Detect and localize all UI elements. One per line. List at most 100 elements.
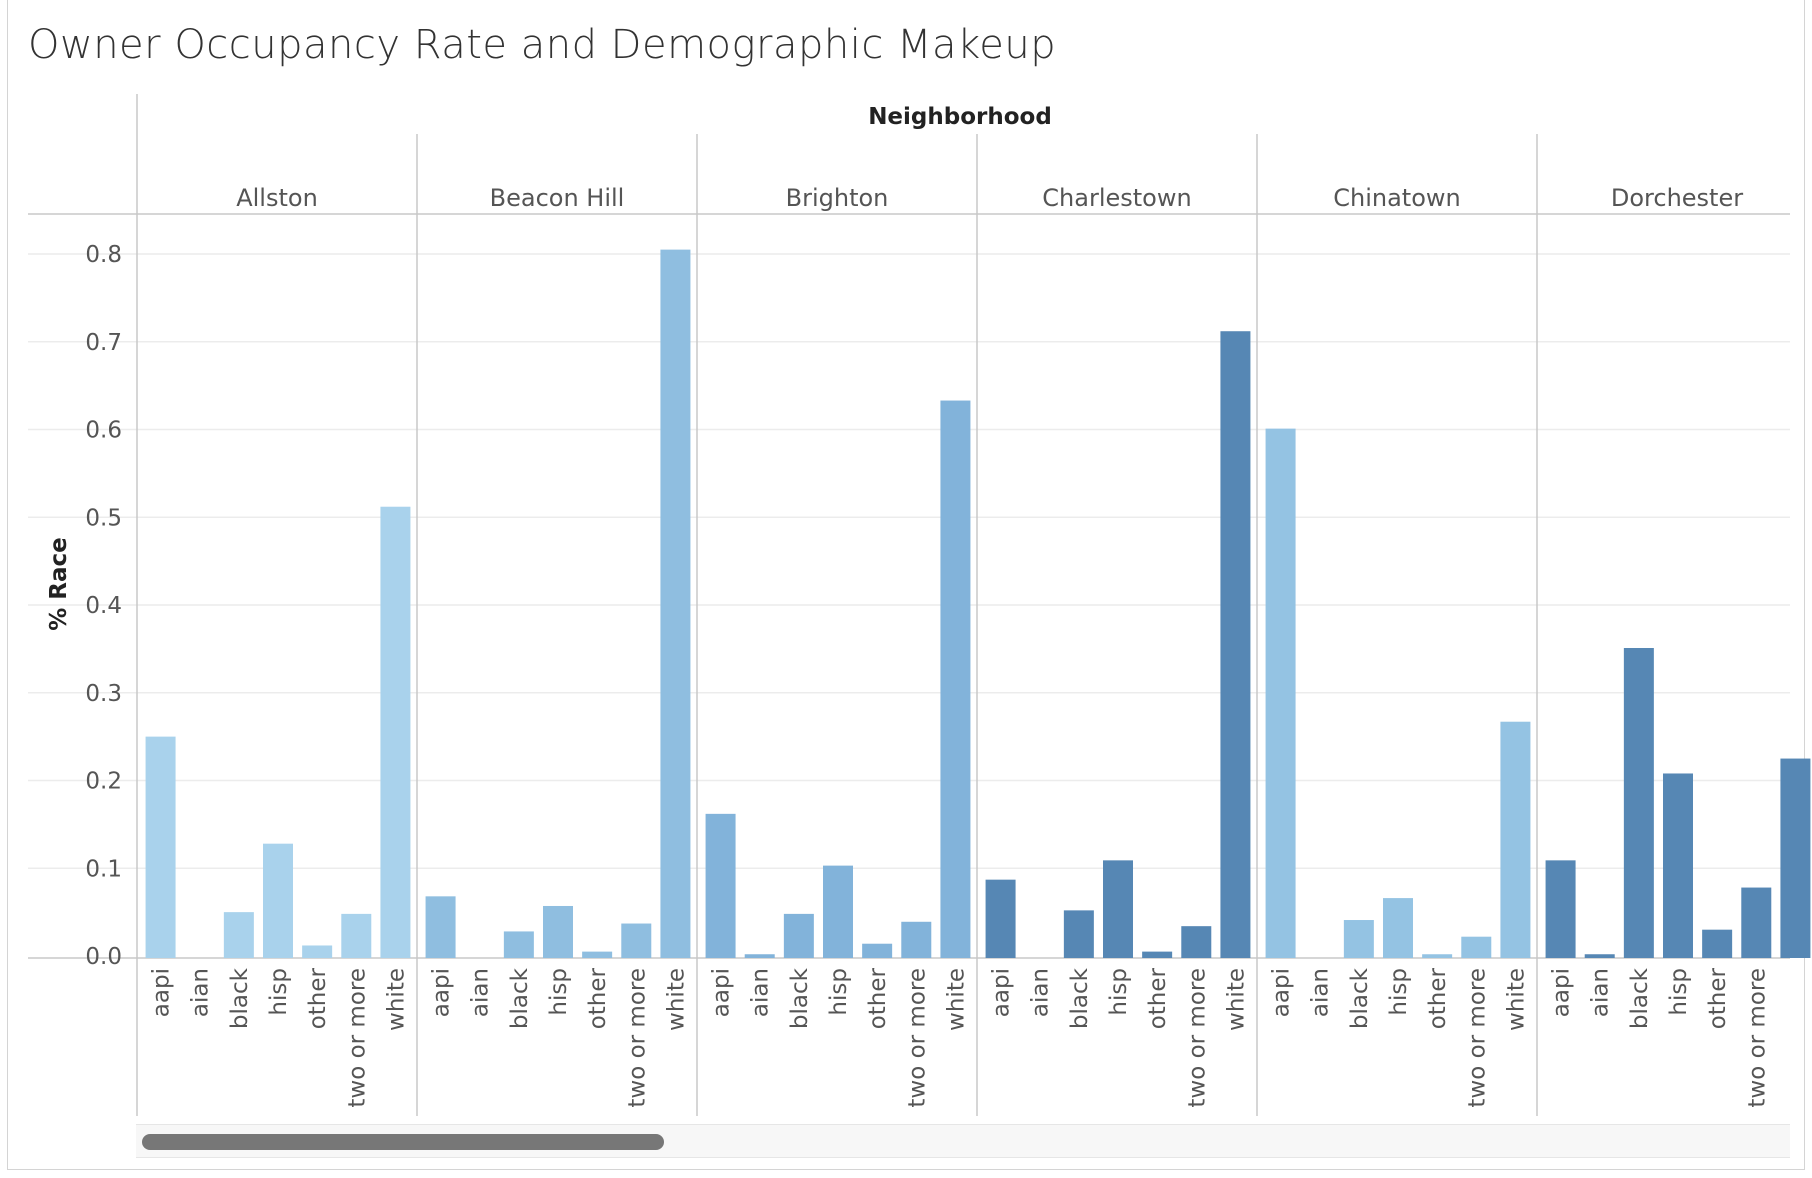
bar (823, 865, 853, 958)
category-label: black (1627, 967, 1653, 1029)
bar (783, 913, 814, 958)
neighborhood-label: Allston (236, 184, 318, 212)
y-tick-label: 0.0 (85, 944, 122, 970)
bar (901, 921, 932, 958)
category-label: hisp (826, 968, 852, 1016)
neighborhood-label: Brighton (786, 184, 889, 212)
bars (145, 249, 1811, 959)
grid-lines (28, 253, 1790, 869)
y-tick-label: 0.2 (85, 769, 122, 795)
bar (985, 879, 1016, 958)
chart-frame (7, 0, 1805, 1170)
neighborhood-label: Charlestown (1042, 184, 1191, 212)
category-label: hisp (546, 968, 572, 1016)
y-tick-label: 0.5 (85, 505, 122, 531)
bar (660, 249, 691, 959)
category-label: aapi (149, 968, 175, 1017)
bar (1181, 926, 1212, 958)
category-label: hisp (1666, 968, 1692, 1016)
category-label: aian (1028, 968, 1054, 1017)
y-tick-label: 0.3 (85, 681, 122, 707)
bar (380, 506, 411, 958)
bar (1741, 887, 1772, 958)
category-label: aian (1588, 968, 1614, 1017)
category-label: hisp (1386, 968, 1412, 1016)
category-label: hisp (1106, 968, 1132, 1016)
category-label: two or more (1464, 968, 1490, 1108)
category-label: white (383, 968, 409, 1031)
category-label: other (1705, 967, 1731, 1029)
bar (1500, 721, 1531, 958)
category-label: black (787, 967, 813, 1029)
bar (263, 843, 293, 958)
category-label: aapi (429, 968, 455, 1017)
category-label: white (1223, 968, 1249, 1031)
bar (1220, 331, 1251, 959)
bar (1142, 951, 1173, 958)
bar (1663, 773, 1693, 958)
y-tick-label: 0.8 (85, 242, 122, 268)
category-label: two or more (1744, 968, 1770, 1108)
category-label: aapi (989, 968, 1015, 1017)
y-tick-label: 0.1 (85, 856, 122, 882)
bar (582, 951, 613, 958)
bar (1422, 954, 1453, 958)
bar (744, 954, 775, 958)
category-label: other (305, 967, 331, 1029)
bar (1265, 428, 1296, 958)
category-label: white (943, 968, 969, 1031)
bar (425, 896, 456, 958)
bar (1383, 898, 1413, 958)
category-label: two or more (624, 968, 650, 1108)
bar (341, 913, 372, 958)
category-label: aapi (1549, 968, 1575, 1017)
category-label: two or more (344, 968, 370, 1108)
category-label: white (663, 968, 689, 1031)
category-label: black (227, 967, 253, 1029)
bar (940, 400, 971, 959)
category-label: black (1347, 967, 1373, 1029)
bar (1780, 758, 1811, 958)
bar (503, 931, 534, 958)
category-label: other (585, 967, 611, 1029)
horizontal-scrollbar[interactable] (136, 1124, 1790, 1158)
neighborhood-label: Beacon Hill (490, 184, 625, 212)
bar (1343, 920, 1374, 958)
category-label: aian (188, 968, 214, 1017)
category-label: white (1503, 968, 1529, 1031)
bar (543, 905, 573, 958)
bar (1623, 647, 1654, 958)
bar (705, 813, 736, 958)
category-label: black (507, 967, 533, 1029)
bar (145, 736, 176, 958)
bar (223, 912, 254, 958)
bar (1584, 954, 1615, 958)
y-axis-title: % Race (46, 537, 72, 631)
y-tick-label: 0.6 (85, 418, 122, 444)
category-label: black (1067, 967, 1093, 1029)
bar (1063, 910, 1094, 958)
neighborhood-label: Dorchester (1611, 184, 1743, 212)
category-label: aian (1308, 968, 1334, 1017)
bar (1103, 860, 1133, 958)
category-label: two or more (904, 968, 930, 1108)
y-tick-label: 0.7 (85, 330, 122, 356)
category-label: two or more (1184, 968, 1210, 1108)
category-label: other (1425, 967, 1451, 1029)
category-label: hisp (266, 968, 292, 1016)
category-label: aian (748, 968, 774, 1017)
bar (1461, 936, 1492, 958)
neighborhood-label: Chinatown (1333, 184, 1461, 212)
scrollbar-thumb[interactable] (142, 1134, 664, 1150)
bar (621, 923, 652, 958)
bar (1702, 929, 1733, 958)
category-label: other (1145, 967, 1171, 1029)
chart-structure (28, 94, 1790, 1116)
bar (1545, 860, 1576, 958)
bar (302, 945, 333, 958)
neighborhood-header: Neighborhood (868, 104, 1052, 130)
y-tick-label: 0.4 (85, 593, 122, 619)
category-label: aian (468, 968, 494, 1017)
bar (862, 943, 893, 958)
